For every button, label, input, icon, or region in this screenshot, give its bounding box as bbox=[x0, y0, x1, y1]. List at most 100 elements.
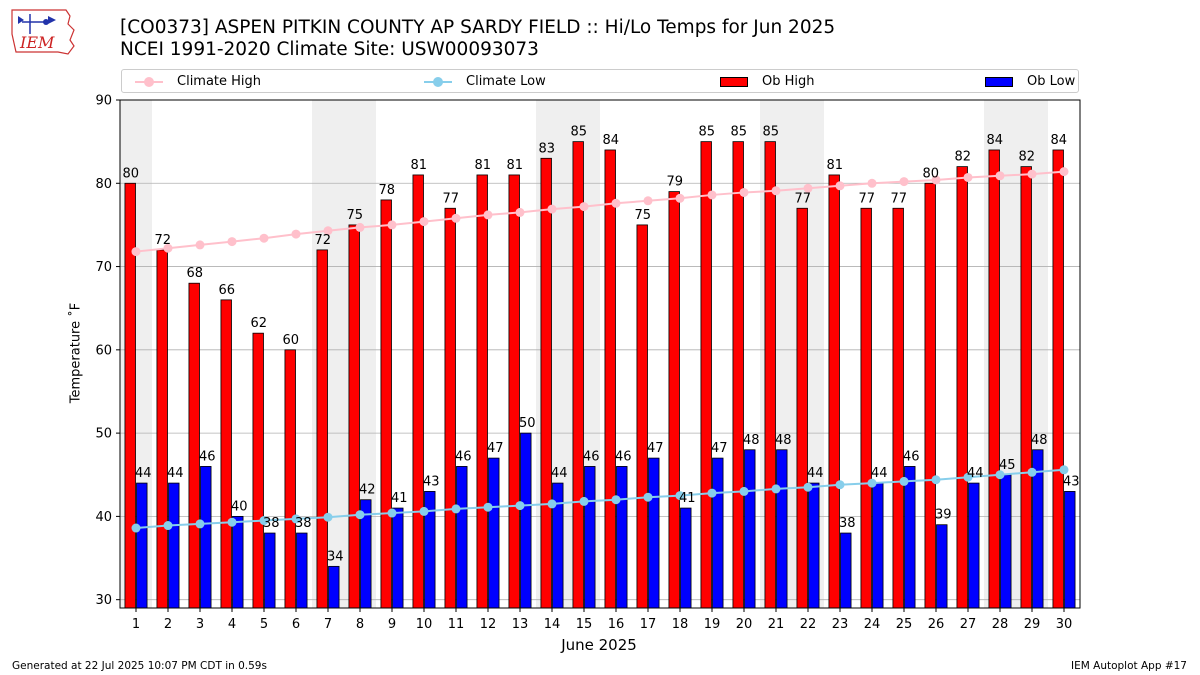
ob-high-label-21: 85 bbox=[762, 125, 779, 140]
x-tick-label-2: 2 bbox=[164, 617, 172, 632]
ob-high-bar-7 bbox=[316, 249, 328, 609]
ob-low-bar-22 bbox=[808, 482, 820, 609]
ob-low-label-5: 38 bbox=[263, 516, 280, 531]
ob-high-label-1: 80 bbox=[122, 166, 139, 181]
climate-low-swatch bbox=[424, 76, 452, 88]
ob-low-bar-27 bbox=[968, 482, 980, 609]
ob-low-label-15: 46 bbox=[583, 449, 600, 464]
x-tick-label-8: 8 bbox=[356, 617, 364, 632]
climate-low-point-15 bbox=[579, 496, 589, 506]
climate-low-point-3 bbox=[195, 519, 205, 529]
ob-high-label-5: 62 bbox=[250, 316, 267, 331]
ob-high-label-2: 72 bbox=[154, 233, 171, 248]
ob-high-label-23: 81 bbox=[826, 158, 843, 173]
x-tick-label-18: 18 bbox=[672, 617, 689, 632]
ob-high-label-19: 85 bbox=[698, 125, 715, 140]
ob-high-bar-30 bbox=[1052, 149, 1064, 609]
ob-high-label-4: 66 bbox=[218, 283, 235, 298]
climate-low-point-27 bbox=[963, 472, 973, 482]
ob-low-bar-24 bbox=[872, 482, 884, 609]
ob-high-label-6: 60 bbox=[282, 333, 299, 348]
ob-low-bar-23 bbox=[840, 532, 852, 609]
ob-low-label-19: 47 bbox=[711, 441, 728, 456]
climate-high-point-21 bbox=[771, 186, 781, 196]
legend-label-climate-high: Climate High bbox=[177, 74, 262, 89]
ob-high-bar-11 bbox=[444, 207, 456, 609]
y-tick-label-60: 60 bbox=[95, 343, 112, 358]
ob-low-label-8: 42 bbox=[359, 483, 376, 498]
x-tick-label-23: 23 bbox=[832, 617, 849, 632]
y-tick-label-40: 40 bbox=[95, 510, 112, 525]
x-tick-label-10: 10 bbox=[416, 617, 433, 632]
x-tick-label-28: 28 bbox=[992, 617, 1009, 632]
x-tick-label-9: 9 bbox=[388, 617, 396, 632]
climate-high-point-23 bbox=[835, 181, 845, 191]
ob-high-bar-22 bbox=[796, 207, 808, 609]
ob-high-label-15: 85 bbox=[570, 125, 587, 140]
climate-low-point-4 bbox=[227, 517, 237, 527]
climate-low-point-17 bbox=[643, 492, 653, 502]
iem-logo[interactable]: IEM bbox=[8, 6, 80, 60]
climate-low-point-14 bbox=[547, 499, 557, 509]
ob-high-label-10: 81 bbox=[410, 158, 427, 173]
ob-high-label-24: 77 bbox=[858, 191, 875, 206]
ob-low-bar-9 bbox=[392, 507, 404, 609]
ob-high-label-28: 84 bbox=[986, 133, 1003, 148]
x-tick-label-16: 16 bbox=[608, 617, 625, 632]
climate-low-line bbox=[135, 468, 1065, 530]
ob-low-label-26: 39 bbox=[935, 508, 952, 523]
climate-high-point-26 bbox=[931, 175, 941, 185]
climate-high-point-17 bbox=[643, 196, 653, 206]
ob-low-label-29: 48 bbox=[1031, 433, 1048, 448]
ob-low-bar-17 bbox=[648, 457, 660, 609]
ob-low-label-21: 48 bbox=[775, 433, 792, 448]
x-tick-label-22: 22 bbox=[800, 617, 817, 632]
x-tick-label-11: 11 bbox=[448, 617, 465, 632]
ob-low-bar-26 bbox=[936, 524, 948, 609]
x-tick-label-12: 12 bbox=[480, 617, 497, 632]
ob-low-label-1: 44 bbox=[135, 466, 152, 481]
ob-high-bar-12 bbox=[476, 174, 488, 609]
plot-frame bbox=[119, 99, 1081, 609]
ob-high-label-11: 77 bbox=[442, 191, 459, 206]
ob-high-swatch bbox=[720, 76, 748, 87]
climate-high-point-11 bbox=[451, 213, 461, 223]
ob-high-bar-19 bbox=[700, 141, 712, 609]
x-tick-label-1: 1 bbox=[132, 617, 140, 632]
legend-item-ob-high: Ob High bbox=[720, 73, 815, 90]
ob-low-label-18: 41 bbox=[679, 491, 696, 506]
ob-high-label-18: 79 bbox=[666, 175, 683, 190]
ob-low-label-20: 48 bbox=[743, 433, 760, 448]
x-tick-label-30: 30 bbox=[1056, 617, 1073, 632]
x-tick-label-14: 14 bbox=[544, 617, 561, 632]
ob-low-bar-25 bbox=[904, 466, 916, 609]
climate-high-swatch bbox=[135, 76, 163, 88]
climate-high-line bbox=[135, 170, 1065, 253]
ob-low-label-6: 38 bbox=[295, 516, 312, 531]
x-tick-label-4: 4 bbox=[228, 617, 236, 632]
climate-high-point-25 bbox=[899, 177, 909, 187]
ob-high-label-27: 82 bbox=[954, 150, 971, 165]
climate-low-point-16 bbox=[611, 495, 621, 505]
ob-high-bar-16 bbox=[604, 149, 616, 609]
ob-high-label-3: 68 bbox=[186, 266, 203, 281]
ob-high-bar-25 bbox=[892, 207, 904, 609]
x-tick-label-29: 29 bbox=[1024, 617, 1041, 632]
climate-high-point-6 bbox=[291, 229, 301, 239]
ob-low-bar-19 bbox=[712, 457, 724, 609]
climate-high-point-18 bbox=[675, 193, 685, 203]
climate-low-point-24 bbox=[867, 478, 877, 488]
ob-high-label-7: 72 bbox=[314, 233, 331, 248]
ob-low-label-4: 40 bbox=[231, 499, 248, 514]
ob-low-label-25: 46 bbox=[903, 449, 920, 464]
climate-low-point-22 bbox=[803, 482, 813, 492]
ob-high-label-12: 81 bbox=[474, 158, 491, 173]
ob-low-label-9: 41 bbox=[391, 491, 408, 506]
title-line-1: [CO0373] ASPEN PITKIN COUNTY AP SARDY FI… bbox=[120, 17, 836, 38]
x-tick-label-3: 3 bbox=[196, 617, 204, 632]
ob-low-swatch bbox=[985, 76, 1013, 87]
climate-low-point-18 bbox=[675, 491, 685, 501]
ob-high-bar-6 bbox=[284, 349, 296, 609]
ob-high-bar-15 bbox=[572, 141, 584, 609]
